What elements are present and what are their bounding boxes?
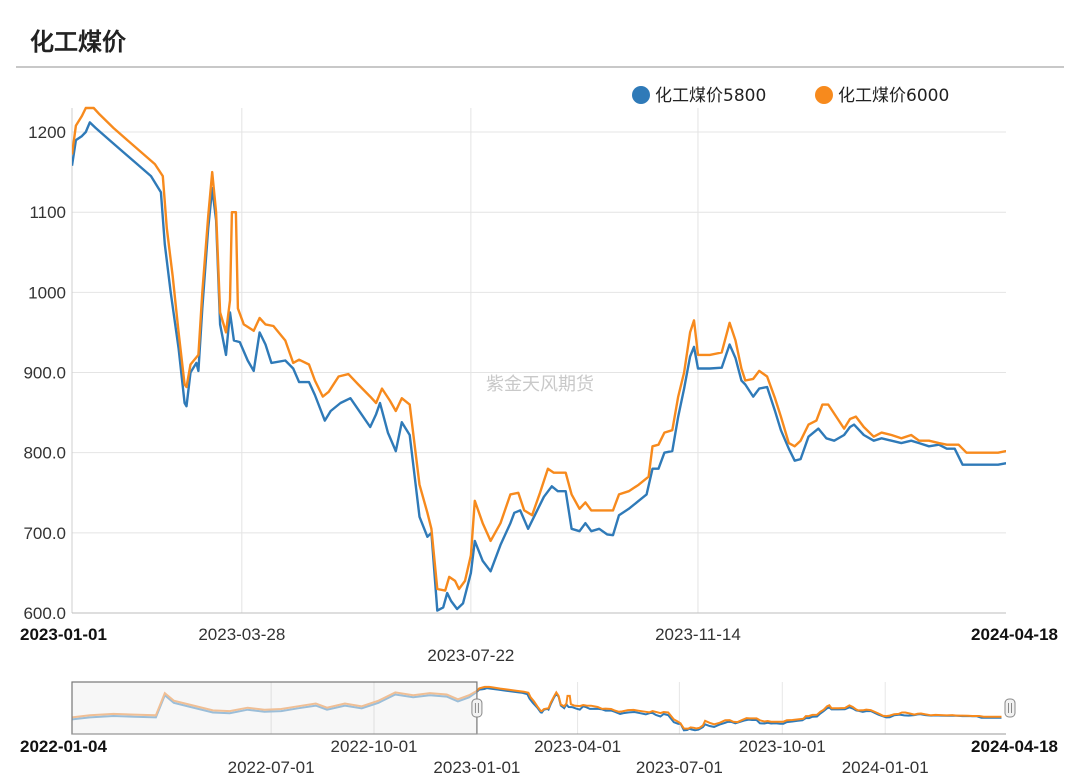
series-lines — [72, 106, 1006, 612]
navigator-handle-right[interactable] — [1004, 698, 1016, 718]
x-tick-label: 2023-03-28 — [198, 625, 285, 644]
range-navigator: 2022-01-04 2022-07-01 2022-10-01 2023-01-01… — [20, 681, 1058, 777]
y-tick-label: 1000 — [28, 283, 66, 302]
navigator-tick-label: 2024-04-18 — [971, 737, 1058, 756]
legend-marker-6000 — [815, 86, 833, 104]
navigator-handle-left[interactable] — [471, 698, 483, 718]
navigator-series-6000-selected — [71, 690, 478, 719]
x-tick-label: 2023-01-01 — [20, 625, 107, 644]
y-tick-label: 800.0 — [23, 444, 66, 463]
x-tick-label: 2024-04-18 — [971, 625, 1058, 644]
navigator-tick-label: 2024-01-01 — [842, 758, 929, 777]
watermark: 紫金天风期货 — [486, 374, 594, 395]
navigator-tick-label: 2023-01-01 — [433, 758, 520, 777]
page-title: 化工煤价 — [30, 28, 126, 56]
navigator-selection-window — [71, 681, 478, 735]
legend-label-6000: 化工煤价6000 — [838, 86, 949, 106]
navigator-tick-label: 2023-10-01 — [739, 737, 826, 756]
navigator-series-6000 — [476, 685, 1002, 730]
y-tick-label: 900.0 — [23, 364, 66, 383]
grid-lines — [71, 108, 1006, 614]
series-line-5800 — [72, 121, 1006, 612]
x-tick-label: 2023-07-22 — [427, 646, 514, 665]
y-tick-label: 1200 — [28, 123, 66, 142]
y-tick-label: 1100 — [29, 203, 66, 222]
y-axis-ticks: 600.0 700.0 800.0 900.0 1000 1100 1200 — [23, 123, 66, 623]
legend: 化工煤价5800 化工煤价6000 — [632, 86, 949, 106]
navigator-tick-label: 2022-07-01 — [228, 758, 315, 777]
y-tick-label: 600.0 — [23, 604, 66, 623]
navigator-tick-label: 2022-01-04 — [20, 737, 108, 756]
legend-label-5800: 化工煤价5800 — [655, 86, 766, 106]
x-tick-label: 2023-11-14 — [655, 625, 741, 644]
series-line-6000 — [72, 106, 1006, 592]
navigator-tick-label: 2023-07-01 — [636, 758, 723, 777]
title-divider — [16, 66, 1064, 68]
y-tick-label: 700.0 — [23, 524, 66, 543]
navigator-tick-label: 2023-04-01 — [534, 737, 621, 756]
legend-marker-5800 — [632, 86, 650, 104]
navigator-tick-label: 2022-10-01 — [331, 737, 418, 756]
x-axis-ticks: 2023-01-01 2023-03-28 2023-07-22 2023-11-14… — [20, 625, 1058, 665]
